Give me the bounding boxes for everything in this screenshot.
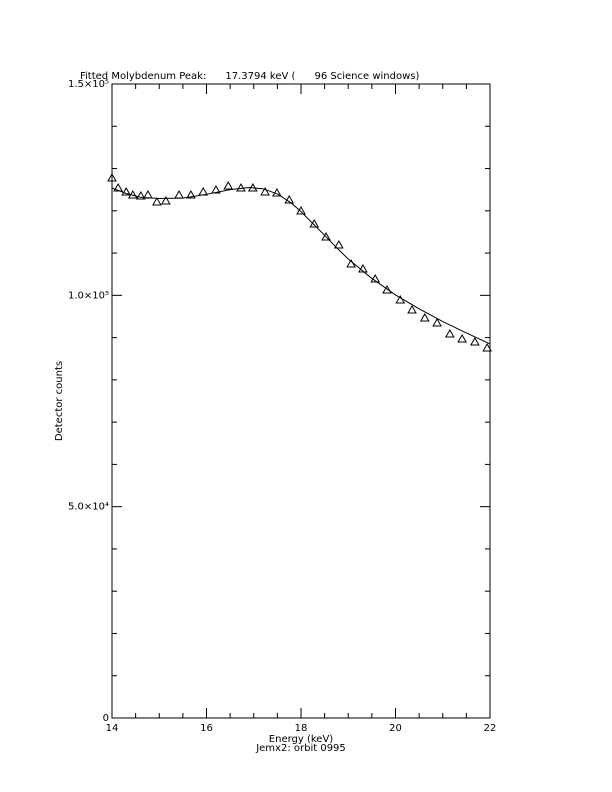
data-point <box>186 189 196 199</box>
y-axis-label: Detector counts <box>54 361 65 441</box>
data-point <box>370 273 381 283</box>
data-point <box>161 195 171 205</box>
data-point <box>321 231 331 241</box>
subtitle: Jemx2: orbit 0995 <box>255 743 346 754</box>
data-point <box>482 342 493 352</box>
data-point <box>470 336 480 346</box>
data-point <box>457 333 467 343</box>
data-point <box>211 184 221 194</box>
data-point <box>223 180 234 190</box>
chart-title: Fitted Molybdenum Peak: 17.3794 keV ( 96… <box>80 71 420 82</box>
data-point <box>121 186 132 196</box>
y-tick-label: 1.0×10⁵ <box>68 290 109 301</box>
data-point <box>395 294 406 304</box>
data-point <box>333 239 344 249</box>
data-point <box>113 182 124 192</box>
y-tick-label: 0 <box>103 713 109 724</box>
data-point <box>407 304 417 314</box>
data-point <box>152 197 162 206</box>
x-tick-label: 20 <box>389 723 402 734</box>
data-point <box>444 328 455 338</box>
data-point <box>107 172 117 182</box>
fit-line <box>111 187 491 345</box>
data-point <box>284 194 295 204</box>
x-tick-label: 18 <box>295 723 308 734</box>
x-axis-label: Energy (keV) <box>269 734 334 745</box>
data-point <box>236 182 246 192</box>
data-point <box>135 190 146 200</box>
data-point <box>432 317 442 327</box>
y-tick-label: 1.5×10⁵ <box>68 79 109 90</box>
x-tick-label: 16 <box>200 723 213 734</box>
data-point <box>358 263 368 273</box>
y-tick-label: 5.0×10⁴ <box>68 502 109 513</box>
x-tick-label: 14 <box>106 723 119 734</box>
data-point <box>260 186 270 196</box>
data-point <box>382 284 392 294</box>
x-tick-label: 22 <box>484 723 497 734</box>
data-point <box>419 312 430 322</box>
